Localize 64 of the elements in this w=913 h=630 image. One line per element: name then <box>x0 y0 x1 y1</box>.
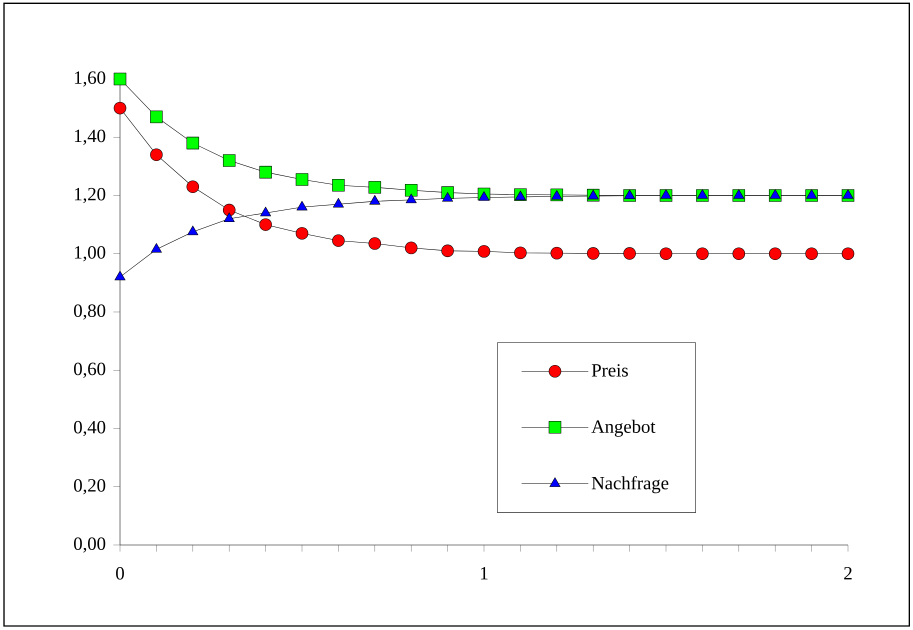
point <box>770 189 781 199</box>
point <box>187 226 198 236</box>
legend-label: Angebot <box>591 420 656 437</box>
point <box>186 136 200 150</box>
point <box>296 173 308 186</box>
point <box>224 212 235 222</box>
point <box>442 192 454 202</box>
point <box>514 190 526 200</box>
point <box>114 72 126 86</box>
point <box>369 195 380 205</box>
legend-label: Nachfrage <box>592 476 668 494</box>
point <box>660 189 672 199</box>
point <box>732 247 746 260</box>
x-tick-label: 0 <box>116 567 124 580</box>
point <box>259 166 272 178</box>
point <box>114 102 126 114</box>
point <box>550 246 564 260</box>
legend-label: Preis <box>592 364 628 377</box>
point <box>806 189 818 199</box>
point <box>368 181 382 194</box>
y-tick-label: 0,00 <box>74 537 106 553</box>
point <box>623 247 636 260</box>
y-tick-label: 0,80 <box>74 304 106 320</box>
point <box>114 270 126 280</box>
y-tick-label: 1,40 <box>74 130 106 145</box>
point <box>332 198 344 208</box>
point <box>150 243 162 253</box>
point <box>259 218 272 231</box>
point <box>150 148 163 161</box>
point <box>406 194 417 204</box>
point <box>696 247 709 260</box>
y-tick-label: 0,60 <box>74 362 106 378</box>
x-tick-label: 1 <box>480 567 488 580</box>
point <box>186 180 200 194</box>
point <box>660 247 672 260</box>
point <box>222 204 236 216</box>
y-tick-label: 1,60 <box>74 71 106 87</box>
point <box>478 191 490 201</box>
point <box>696 189 708 199</box>
point <box>150 110 163 124</box>
point <box>805 247 818 260</box>
point <box>586 247 600 260</box>
y-tick-label: 0,20 <box>74 479 106 494</box>
point <box>514 246 527 260</box>
point <box>260 206 272 216</box>
point <box>368 237 382 250</box>
point <box>768 247 782 260</box>
point <box>842 247 854 260</box>
point <box>478 245 490 258</box>
point <box>296 227 308 240</box>
y-tick-label: 1,00 <box>74 246 106 262</box>
point <box>624 190 636 200</box>
point <box>332 179 345 192</box>
point <box>296 200 308 210</box>
x-tick-label: 2 <box>844 567 852 580</box>
point <box>733 189 744 199</box>
point <box>441 244 454 258</box>
point <box>222 154 236 167</box>
point <box>404 184 418 197</box>
y-tick-label: 0,40 <box>74 420 106 436</box>
point <box>332 234 345 247</box>
point <box>404 242 418 254</box>
point <box>842 189 854 199</box>
y-tick-label: 1,20 <box>74 188 106 204</box>
